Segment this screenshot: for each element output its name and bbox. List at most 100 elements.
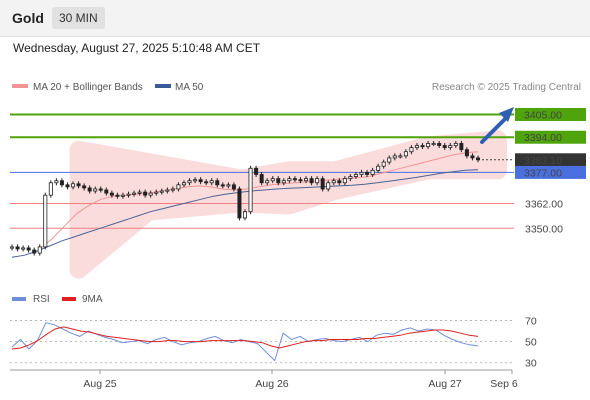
x-tick-label: Aug 25 <box>83 378 116 390</box>
candle-body <box>459 143 464 151</box>
candle-body <box>187 180 192 184</box>
candle-body <box>353 174 358 177</box>
candle-body <box>65 184 70 188</box>
candle-body <box>426 143 431 147</box>
candle-body <box>26 247 31 251</box>
candle-body <box>98 188 103 191</box>
candle-body <box>132 192 137 195</box>
candle-body <box>387 157 392 163</box>
price-tag-box-3383.10 <box>515 153 586 167</box>
candle-body <box>215 180 220 186</box>
ma50-line <box>11 169 479 258</box>
candle-body <box>475 157 480 161</box>
bollinger-band <box>69 130 507 279</box>
rsi-ma-legend-swatch <box>62 297 76 301</box>
candle-body <box>115 194 120 197</box>
candlesticks <box>9 140 480 256</box>
candle-body <box>259 174 264 184</box>
rsi-legend: RSI 9MA <box>12 294 103 305</box>
rsi-tick-50: 50 <box>525 337 537 349</box>
price-tag-3362.00: 3362.00 <box>525 198 563 210</box>
candle-body <box>148 192 153 196</box>
candle-body <box>181 182 186 186</box>
candle-body <box>304 178 309 182</box>
candle-body <box>376 165 381 171</box>
candle-body <box>398 155 403 158</box>
x-tick-label: Aug 27 <box>428 378 461 390</box>
candle-body <box>365 172 370 175</box>
candle-body <box>403 151 408 157</box>
candle-body <box>242 211 247 219</box>
candle-body <box>226 184 231 187</box>
rsi-legend-swatch <box>12 297 26 301</box>
candle-body <box>71 183 76 188</box>
ma20-legend-swatch <box>12 84 28 88</box>
candle-body <box>470 155 475 159</box>
candle-body <box>326 182 331 190</box>
candle-body <box>143 191 148 196</box>
candle-body <box>137 191 142 194</box>
candle-body <box>15 246 20 250</box>
symbol-title: Gold <box>12 10 44 26</box>
x-tick-label: Sep 6 <box>490 378 518 390</box>
candle-body <box>464 149 469 157</box>
candle-body <box>359 172 364 175</box>
timeframe-button[interactable]: 30 MIN <box>52 7 105 29</box>
candle-body <box>21 247 26 250</box>
candle-body <box>170 188 175 191</box>
source-credit: Research © 2025 Trading Central <box>432 82 581 93</box>
candle-body <box>109 192 114 196</box>
candle-body <box>48 182 53 196</box>
x-tick-label: Aug 26 <box>255 378 288 390</box>
candle-body <box>320 178 325 190</box>
candle-body <box>165 189 170 192</box>
price-tag-3383.10: 3383.10 <box>524 155 562 167</box>
rsi-legend-label: RSI <box>33 294 50 305</box>
candle-body <box>254 167 259 175</box>
candle-body <box>159 190 164 193</box>
candle-body <box>248 167 253 213</box>
timestamp: Wednesday, August 27, 2025 5:10:48 AM CE… <box>13 41 261 55</box>
candle-body <box>237 188 242 219</box>
candle-body <box>420 145 425 148</box>
price-tag-3405.00: 3405.00 <box>524 109 562 121</box>
candle-body <box>82 185 87 189</box>
price-tag-box-3394.00 <box>515 130 586 144</box>
candle-body <box>220 184 225 187</box>
candle-body <box>126 193 131 196</box>
candle-body <box>93 188 98 192</box>
price-legend: MA 20 + Bollinger Bands MA 50 <box>12 82 204 93</box>
price-tag-3377.00: 3377.00 <box>524 167 562 179</box>
candle-body <box>265 180 270 184</box>
candle-body <box>87 187 92 192</box>
ma50-legend-label: MA 50 <box>175 82 204 93</box>
candle-body <box>120 194 125 197</box>
forecast-arrow <box>480 107 514 144</box>
rsi-tick-70: 70 <box>525 316 537 328</box>
ma20-line <box>39 151 479 250</box>
candle-body <box>209 180 214 184</box>
candle-body <box>59 180 64 186</box>
price-tag-3394.00: 3394.00 <box>524 132 562 144</box>
candle-body <box>76 183 81 187</box>
candle-body <box>43 194 48 248</box>
price-tag-box-3377.00 <box>515 165 586 179</box>
price-tag-3350.00: 3350.00 <box>525 223 563 235</box>
candle-body <box>431 143 436 146</box>
candle-body <box>198 179 203 183</box>
candle-body <box>315 178 320 184</box>
rsi-ma-legend-label: 9MA <box>82 294 103 305</box>
candle-body <box>104 189 109 194</box>
candle-body <box>298 179 303 182</box>
candle-body <box>281 180 286 184</box>
candle-body <box>337 180 342 184</box>
candle-body <box>9 246 14 249</box>
candle-body <box>331 180 336 184</box>
candle-body <box>270 178 275 182</box>
candle-body <box>392 155 397 159</box>
rsi-gridlines: 30 50 70 <box>10 316 537 370</box>
candle-body <box>442 145 447 148</box>
candle-body <box>453 143 458 146</box>
candle-body <box>54 180 59 184</box>
